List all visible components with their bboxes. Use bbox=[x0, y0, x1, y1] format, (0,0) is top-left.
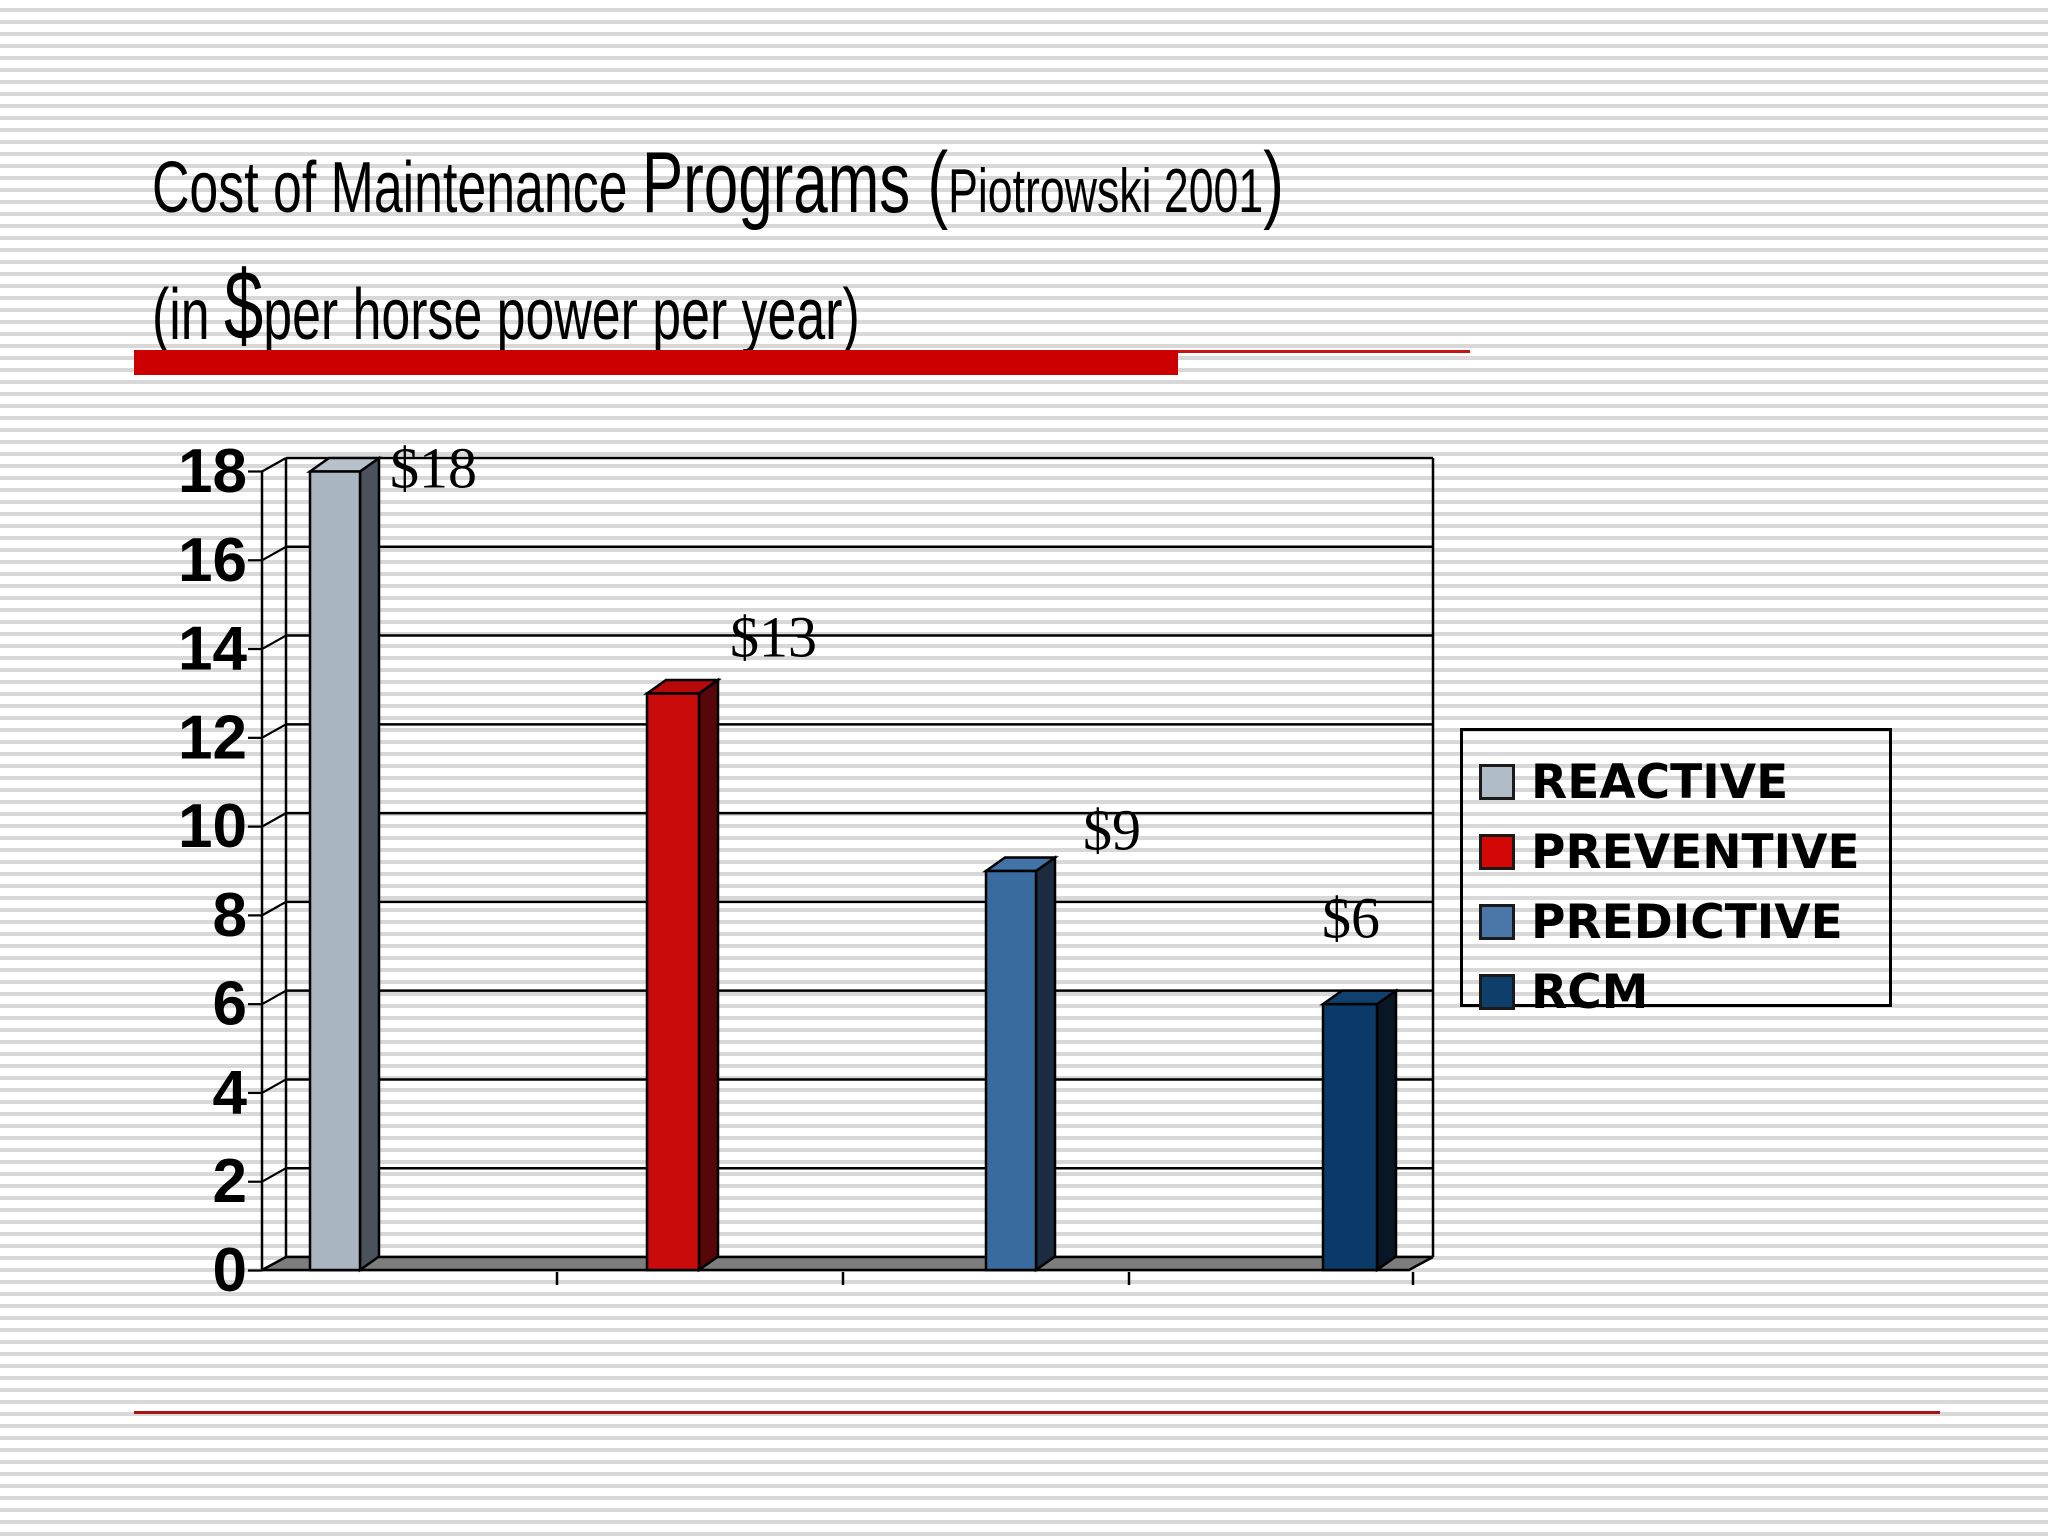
legend-swatch-reactive bbox=[1479, 764, 1515, 800]
bar-rcm-side bbox=[1375, 988, 1398, 1273]
axis-depth-connector bbox=[261, 545, 287, 562]
title-text-citation: Piotrowski 2001 bbox=[948, 157, 1264, 226]
axis-depth-connector bbox=[261, 812, 287, 828]
value-label-preventive: $13 bbox=[730, 604, 817, 669]
y-axis-label-4: 4 bbox=[213, 1058, 248, 1127]
legend-item-predictive: PREDICTIVE bbox=[1479, 887, 1889, 957]
axis-depth-connector bbox=[261, 723, 287, 739]
title-accent-bar bbox=[134, 350, 1178, 375]
axis-depth-connector bbox=[261, 989, 287, 1006]
legend-item-reactive: REACTIVE bbox=[1479, 747, 1889, 817]
bar-reactive bbox=[308, 470, 362, 1272]
value-label-rcm: $6 bbox=[1322, 885, 1380, 950]
y-axis-label-0: 0 bbox=[213, 1236, 247, 1305]
axis-depth-connector bbox=[261, 457, 287, 473]
title-line-1: Cost of Maintenance Programs (Piotrowski… bbox=[152, 140, 1284, 226]
bar-predictive-side bbox=[1034, 855, 1057, 1273]
axis-depth-connector bbox=[261, 634, 287, 651]
title-text-large: Programs ( bbox=[641, 135, 949, 231]
subtitle-open: (in bbox=[152, 275, 225, 355]
bar-reactive-side bbox=[358, 455, 381, 1273]
chart-floor bbox=[261, 1255, 1434, 1272]
y-axis-label-2: 2 bbox=[213, 1147, 247, 1216]
legend-label-preventive: PREVENTIVE bbox=[1531, 824, 1860, 880]
subtitle-dollar: $ bbox=[224, 250, 264, 360]
legend-swatch-preventive bbox=[1479, 834, 1515, 870]
bar-preventive bbox=[645, 692, 701, 1272]
axis-depth-connector bbox=[261, 1167, 287, 1183]
bar-rcm bbox=[1321, 1002, 1379, 1272]
y-axis-label-14: 14 bbox=[178, 615, 247, 684]
slide-title: Cost of Maintenance Programs (Piotrowski… bbox=[152, 140, 1284, 354]
y-axis-label-8: 8 bbox=[213, 881, 247, 950]
legend-label-predictive: PREDICTIVE bbox=[1531, 894, 1843, 950]
title-text-close-paren: ) bbox=[1263, 135, 1284, 231]
chart-legend: REACTIVE PREVENTIVE PREDICTIVE RCM bbox=[1460, 728, 1892, 1020]
axis-depth-connector bbox=[261, 900, 287, 917]
legend-swatch-rcm bbox=[1479, 974, 1515, 1010]
legend-swatch-predictive bbox=[1479, 904, 1515, 940]
legend-item-rcm: RCM bbox=[1479, 957, 1889, 1027]
bar-predictive bbox=[984, 869, 1038, 1272]
y-axis-label-16: 16 bbox=[178, 526, 247, 595]
value-label-reactive: $18 bbox=[390, 435, 477, 500]
bar-preventive-side bbox=[697, 677, 720, 1273]
title-line-2: (in $per horse power per year) bbox=[152, 256, 1284, 354]
y-axis-label-12: 12 bbox=[178, 703, 247, 772]
y-axis-label-6: 6 bbox=[213, 970, 247, 1039]
y-axis-label-18: 18 bbox=[178, 437, 247, 506]
value-label-predictive: $9 bbox=[1083, 797, 1141, 862]
title-text-main: Cost of Maintenance bbox=[152, 148, 642, 228]
legend-label-reactive: REACTIVE bbox=[1531, 754, 1789, 810]
legend-item-preventive: PREVENTIVE bbox=[1479, 817, 1889, 887]
y-axis-label-10: 10 bbox=[178, 792, 247, 861]
footer-rule bbox=[134, 1411, 1940, 1414]
legend-label-rcm: RCM bbox=[1531, 964, 1649, 1020]
subtitle-rest: per horse power per year) bbox=[263, 275, 860, 355]
axis-depth-connector bbox=[261, 1078, 287, 1094]
